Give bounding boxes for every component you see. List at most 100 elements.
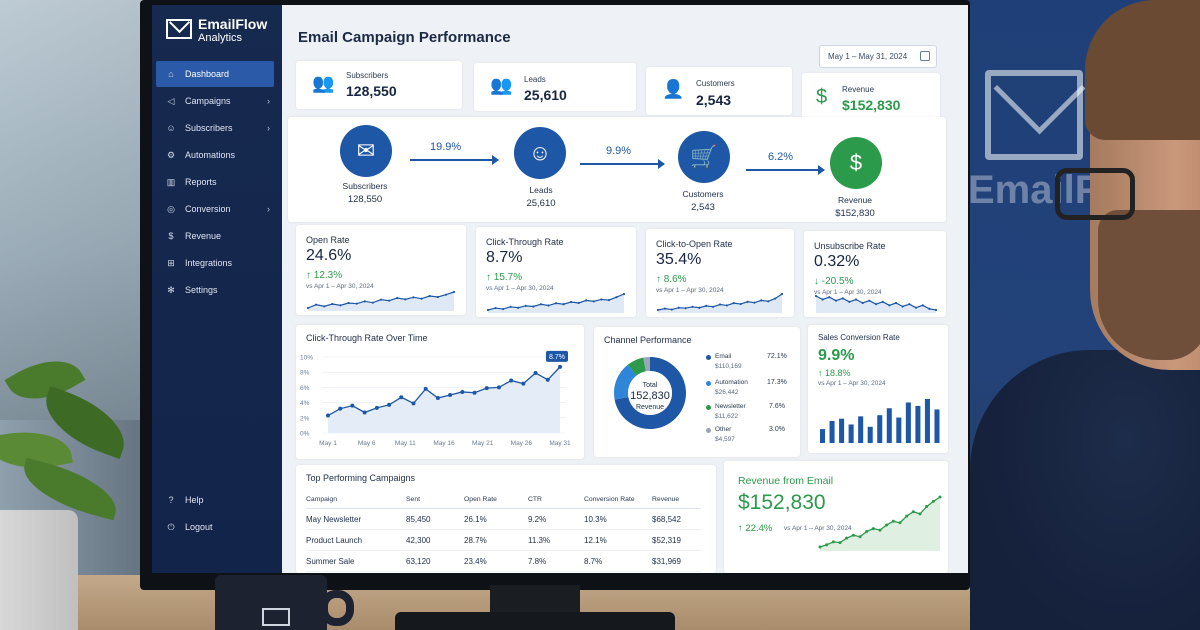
donut-center-sub: Revenue	[635, 404, 665, 411]
sparkline-point	[436, 295, 439, 299]
megaphone-icon: ◁	[167, 96, 175, 106]
x-tick-label: May 11	[395, 440, 416, 447]
sparkline-point	[524, 304, 527, 307]
cell-open-rate: 28.7%	[464, 529, 528, 551]
brand-name: EmailFlow	[198, 16, 268, 32]
sparkline-point	[494, 306, 497, 310]
users-icon: ☺	[166, 123, 176, 133]
metric-period: vs Apr 1 – Apr 30, 2024	[306, 283, 374, 290]
revenue-point	[905, 514, 909, 518]
brand-logo[interactable]: EmailFlow Analytics	[166, 17, 267, 44]
x-tick-label: May 6	[358, 440, 376, 447]
sidebar-item-revenue[interactable]: $ Revenue	[156, 223, 274, 249]
metric-card-open-rate[interactable]: Open Rate 24.6% ↑ 12.3% vs Apr 1 – Apr 3…	[296, 225, 466, 315]
metric-card-unsubscribe-rate[interactable]: Unsubscribe Rate 0.32% ↓ -20.5% vs Apr 1…	[804, 231, 946, 317]
metric-change: ↓ -20.5%	[814, 276, 854, 287]
cell-campaign: Summer Sale	[306, 550, 406, 572]
kpi-label: Leads	[524, 75, 546, 84]
sparkline-point	[894, 301, 898, 305]
table-row[interactable]: Summer Sale 63,120 23.4% 7.8% 8.7% $31,9…	[306, 550, 701, 572]
sidebar-item-automations[interactable]: ⚙ Automations	[156, 142, 274, 168]
sparkline-point	[388, 299, 391, 302]
cell-campaign: Product Launch	[306, 529, 406, 551]
funnel-rate: 19.9%	[430, 141, 462, 153]
sales-bar	[924, 399, 930, 443]
sparkline-point	[677, 306, 680, 309]
sparkline-point	[607, 298, 610, 302]
column-header[interactable]: Open Rate	[464, 492, 528, 509]
cell-revenue: $52,319	[652, 529, 701, 551]
revenue-point	[831, 540, 835, 544]
sparkline-open-rate	[306, 290, 456, 311]
revenue-point	[865, 530, 869, 534]
sidebar-item-campaigns[interactable]: ◁ Campaigns ›	[156, 88, 274, 114]
sidebar-item-label: Automations	[185, 150, 236, 160]
funnel-step-label: Leads	[529, 185, 553, 195]
ctr-point	[545, 377, 550, 382]
metric-change: ↑ 8.6%	[656, 274, 687, 285]
ctr-point	[496, 385, 501, 390]
column-header[interactable]: Conversion Rate	[584, 492, 652, 509]
column-header[interactable]: CTR	[528, 492, 584, 509]
sparkline-point	[379, 298, 383, 301]
column-header[interactable]: Campaign	[306, 492, 406, 509]
metric-card-click-to-open-rate[interactable]: Click-to-Open Rate 35.4% ↑ 8.6% vs Apr 1…	[646, 229, 794, 317]
page-title: Email Campaign Performance	[298, 29, 511, 46]
ctr-point	[362, 410, 367, 415]
sparkline-point	[854, 298, 858, 301]
sales-conversion-bar-chart	[820, 399, 940, 443]
coffee-mug	[215, 575, 327, 630]
sparkline-point	[725, 304, 728, 307]
funnel-panel: ✉ Subscribers 128,550 19.9% ☺ Leads 25,6…	[288, 117, 946, 222]
revenue-point	[878, 528, 882, 532]
sidebar-item-help[interactable]: ? Help	[156, 487, 274, 513]
sparkline-point	[712, 305, 715, 308]
panel-title: Revenue from Email	[738, 475, 834, 487]
sparkline-point	[363, 300, 366, 303]
kpi-card-subscribers[interactable]: 👥 Subscribers 128,550	[296, 61, 462, 109]
legend-name: Newsletter	[715, 403, 746, 410]
date-range-picker[interactable]: May 1 – May 31, 2024	[819, 45, 937, 68]
sparkline-point	[861, 301, 864, 305]
sparkline-point	[509, 305, 512, 308]
sidebar-item-subscribers[interactable]: ☺ Subscribers ›	[156, 115, 274, 141]
cell-revenue: $31,969	[652, 550, 701, 572]
kpi-card-revenue[interactable]: $ Revenue $152,830	[802, 73, 940, 123]
sidebar-item-dashboard[interactable]: ⌂ Dashboard	[156, 61, 274, 87]
sales-conversion-value: 9.9%	[818, 347, 855, 364]
sidebar-item-logout[interactable]: ⏻ Logout	[156, 514, 274, 540]
revenue-point	[838, 541, 842, 545]
logout-icon: ⏻	[167, 522, 175, 532]
revenue-point	[938, 495, 942, 499]
sparkline-point	[874, 303, 878, 306]
ctr-point	[387, 402, 392, 407]
column-header[interactable]: Sent	[406, 492, 464, 509]
sparkline-point	[834, 299, 838, 302]
kpi-value: 25,610	[524, 87, 567, 103]
funnel-step-value: $152,830	[835, 208, 875, 219]
column-header[interactable]: Revenue	[652, 492, 701, 509]
sidebar-item-reports[interactable]: ▥ Reports	[156, 169, 274, 195]
revenue-point	[885, 523, 889, 527]
sidebar-item-label: Integrations	[185, 258, 233, 268]
metric-card-click-through-rate[interactable]: Click-Through Rate 8.7% ↑ 15.7% vs Apr 1…	[476, 227, 636, 317]
cell-revenue: $68,542	[652, 508, 701, 530]
table-row[interactable]: Product Launch 42,300 28.7% 11.3% 12.1% …	[306, 529, 701, 551]
legend-dot-newsletter	[706, 405, 711, 410]
sidebar-item-settings[interactable]: ✻ Settings	[156, 277, 274, 303]
cell-conversion-rate: 10.3%	[584, 508, 652, 530]
kpi-card-customers[interactable]: 👤 Customers 2,543	[646, 67, 792, 115]
ctr-badge	[546, 350, 568, 362]
table-row[interactable]: May Newsletter 85,450 26.1% 9.2% 10.3% $…	[306, 508, 701, 530]
ctr-point	[460, 389, 465, 394]
kpi-value: 2,543	[696, 92, 732, 108]
person-hair	[1085, 0, 1200, 140]
sparkline-point	[881, 300, 884, 303]
ctr-point	[326, 413, 330, 418]
kpi-label: Customers	[696, 79, 735, 88]
sidebar-item-conversion[interactable]: ◎ Conversion ›	[156, 196, 274, 222]
kpi-card-leads[interactable]: 👥 Leads 25,610	[474, 63, 636, 111]
sparkline-point	[780, 292, 784, 296]
sidebar-item-integrations[interactable]: ⊞ Integrations	[156, 250, 274, 276]
ctr-area	[328, 366, 560, 433]
